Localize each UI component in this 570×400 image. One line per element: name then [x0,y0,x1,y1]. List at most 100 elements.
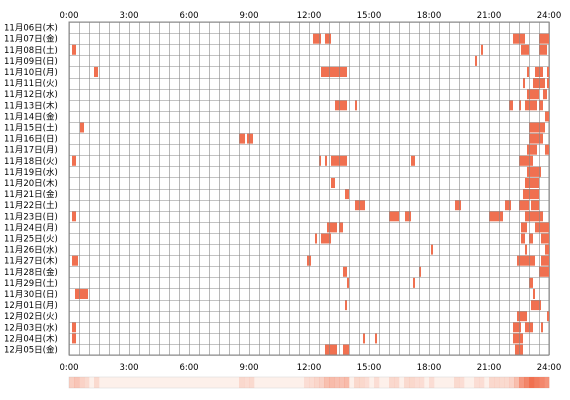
x-tick-label-top: 21:00 [477,11,502,21]
row-label: 11月09日(日) [4,57,58,67]
event-bar [525,322,533,333]
event-bar [525,244,527,255]
event-bar [75,288,88,299]
event-bar [347,277,349,288]
x-tick-label-bottom: 9:00 [239,363,258,373]
event-bar [411,155,415,166]
summary-bin [539,377,545,388]
event-bar [455,200,461,211]
row-label: 11月10日(月) [4,68,58,78]
event-bar [531,300,541,311]
event-bar [431,244,433,255]
row-label: 11月20日(木) [4,178,58,189]
event-bar [513,33,525,44]
event-bar [539,266,549,277]
row-label: 12月05日(金) [4,344,58,355]
summary-bin [359,377,365,388]
summary-bin [419,377,425,388]
x-tick-label-bottom: 18:00 [417,363,442,373]
row-label: 11月22日(土) [4,200,58,211]
event-bar [321,66,347,77]
event-bar [94,66,98,77]
row-label: 11月21日(金) [4,189,58,200]
summary-bin [394,377,400,388]
event-bar [527,89,539,100]
summary-bin [534,377,540,388]
event-bar [523,78,525,89]
row-label: 11月29日(土) [4,278,58,289]
event-bar [529,233,533,244]
x-tick-label-bottom: 21:00 [477,363,502,373]
row-label: 11月16日(日) [4,135,58,145]
summary-bin [504,377,510,388]
event-bar [72,255,78,266]
event-bar [545,111,549,122]
event-bar [325,33,331,44]
event-bar [517,311,527,322]
x-tick-label-top: 3:00 [119,11,138,21]
summary-bin [324,377,330,388]
event-bar [541,233,549,244]
row-label: 12月02日(火) [4,312,58,322]
event-bar [531,200,539,211]
event-bar [413,277,415,288]
event-bar [515,344,523,355]
event-bar [419,266,421,277]
row-label: 11月27日(木) [4,256,58,267]
row-label: 11月24日(月) [4,223,58,233]
event-bar [72,333,76,344]
event-bar [547,66,549,77]
event-bar [355,100,357,111]
event-bar [72,44,76,55]
event-bar [475,55,477,66]
event-bar [355,200,365,211]
row-label: 12月01日(月) [4,301,58,311]
event-bar [539,44,547,55]
event-bar [247,133,253,144]
row-label: 12月03日(水) [4,322,58,333]
summary-bin [244,377,250,388]
summary-bin [94,377,100,388]
event-bar [339,222,343,233]
event-bar [535,222,549,233]
event-bar [389,211,399,222]
summary-bin [339,377,345,388]
event-bar [345,189,349,200]
event-bar [521,233,525,244]
summary-bin [474,377,480,388]
x-tick-label-top: 0:00 [59,11,78,21]
event-bar [343,266,347,277]
summary-bin [79,377,85,388]
row-label: 11月23日(日) [4,212,58,222]
x-tick-label-bottom: 0:00 [59,363,78,373]
summary-bin [459,377,465,388]
event-bar [541,255,549,266]
event-bar [547,311,549,322]
summary-bin [499,377,505,388]
summary-bin [74,377,80,388]
event-bar [72,211,76,222]
event-bar [405,211,411,222]
event-bar [325,155,327,166]
summary-bin [344,377,350,388]
event-bar [527,66,529,77]
summary-bin [494,377,500,388]
event-bar [307,255,311,266]
summary-bin [249,377,255,388]
x-tick-label-bottom: 6:00 [179,363,198,373]
row-label: 11月25日(火) [4,234,58,244]
row-label: 11月26日(水) [4,245,58,256]
event-bar [343,344,349,355]
summary-bin [479,377,485,388]
event-bar [529,122,545,133]
event-bar [527,144,537,155]
summary-bin [304,377,310,388]
event-bar [331,177,335,188]
summary-bin [529,377,535,388]
event-bar [319,155,321,166]
summary-bin [374,377,380,388]
event-bar [375,333,377,344]
row-label: 11月12日(水) [4,89,58,100]
event-bar [505,200,511,211]
